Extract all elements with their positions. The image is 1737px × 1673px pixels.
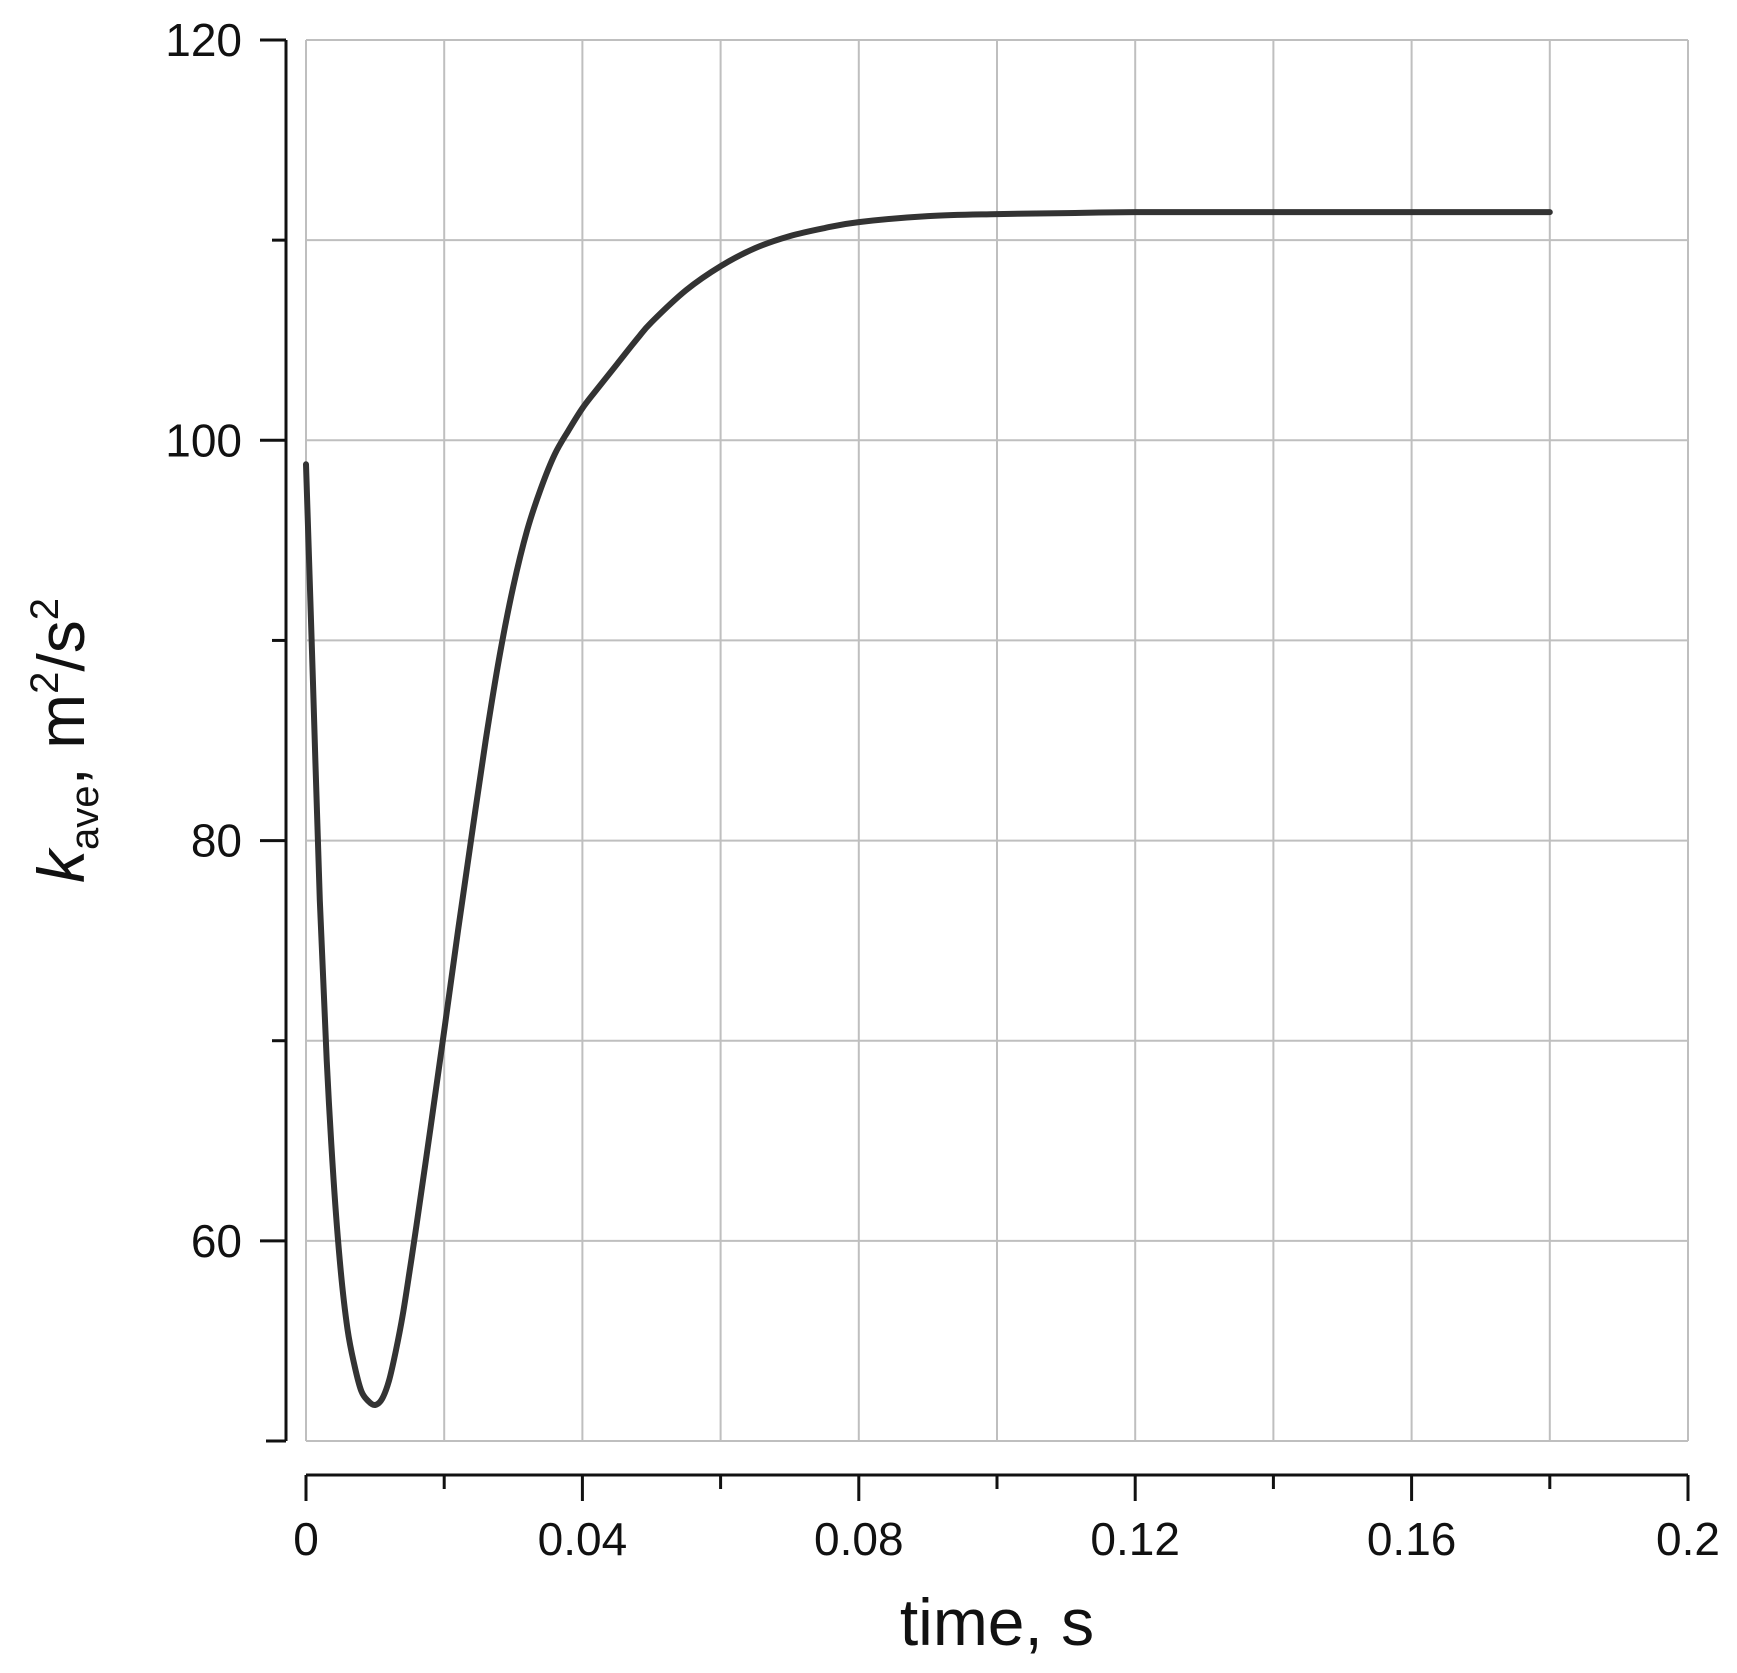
y-axis-unit-slash: /s xyxy=(24,620,98,671)
y-axis-separator: , xyxy=(24,749,98,786)
y-tick-label: 120 xyxy=(165,14,242,66)
y-axis-symbol: k xyxy=(24,847,98,883)
x-tick-label: 0 xyxy=(293,1513,319,1565)
x-tick-label: 0.12 xyxy=(1090,1513,1180,1565)
y-tick-labels: 60 80 100 120 xyxy=(165,14,242,1267)
tick-marks xyxy=(260,38,1690,1501)
y-axis-unit-slash-sup: 2 xyxy=(23,598,67,620)
y-axis-subscript: ave xyxy=(63,786,107,851)
x-tick-labels: 0 0.04 0.08 0.12 0.16 0.2 xyxy=(293,1513,1720,1565)
axes xyxy=(284,40,1688,1477)
x-tick-label: 0.08 xyxy=(814,1513,904,1565)
series-line xyxy=(303,209,1553,1408)
y-axis-unit-base-sup: 2 xyxy=(23,672,67,694)
series xyxy=(303,209,1553,1408)
x-tick-label: 0.04 xyxy=(538,1513,628,1565)
x-tick-label: 0.2 xyxy=(1656,1513,1720,1565)
x-tick-label: 0.16 xyxy=(1367,1513,1457,1565)
y-tick-label: 60 xyxy=(191,1215,242,1267)
x-axis-title: time, s xyxy=(900,1585,1094,1659)
y-tick-label: 80 xyxy=(191,815,242,867)
y-axis-unit-base: m xyxy=(24,694,98,749)
y-tick-label: 100 xyxy=(165,414,242,466)
grid-lines xyxy=(305,39,1689,1442)
y-axis-title: kave, m2/s2 xyxy=(23,598,107,883)
